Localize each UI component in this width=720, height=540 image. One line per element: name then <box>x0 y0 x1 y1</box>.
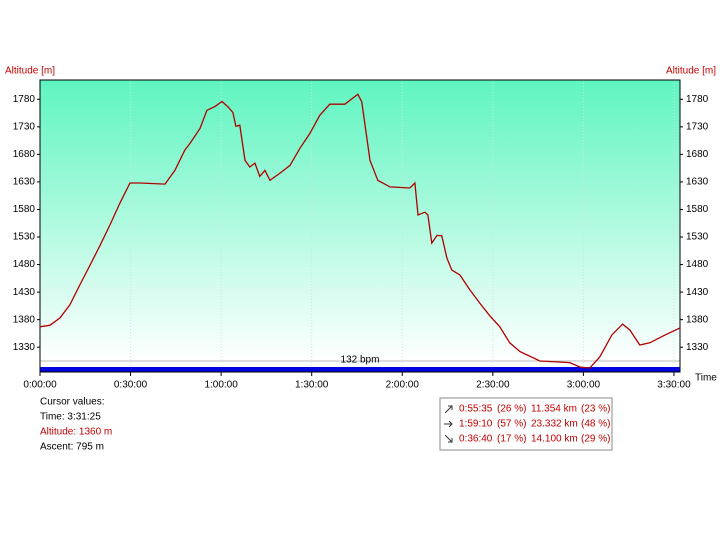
cursor-ascent: Ascent: 795 m <box>40 442 104 453</box>
plot-frame <box>39 79 681 373</box>
stats-cell: 14.100 km <box>531 434 578 445</box>
y-tick-label: 1580 <box>13 204 36 215</box>
y2-tick-label: 1330 <box>686 342 709 353</box>
altitude-line <box>39 93 681 369</box>
y2-tick-label: 1780 <box>686 94 709 105</box>
hr-label: 132 bpm <box>341 355 380 366</box>
stats-cell: (57 %) <box>497 419 526 430</box>
x-tick-label: 2:00:00 <box>386 380 420 391</box>
y-tick-label: 1480 <box>13 259 36 270</box>
y2-tick-label: 1630 <box>686 177 709 188</box>
x-tick-label: 2:30:00 <box>476 380 510 391</box>
y-tick-label: 1380 <box>13 314 36 325</box>
y2-tick-label: 1580 <box>686 204 709 215</box>
y2-tick-label: 1680 <box>686 149 709 160</box>
x-tick-label: 1:30:00 <box>295 380 329 391</box>
stats-cell: 11.354 km <box>531 404 577 415</box>
cursor-title: Cursor values: <box>40 397 104 408</box>
x-tick-label: 0:30:00 <box>114 380 148 391</box>
stats-cell: 0:55:35 <box>459 404 493 415</box>
cursor-time: Time: 3:31:25 <box>40 412 101 423</box>
stats-box <box>439 397 613 451</box>
y2-tick-label: 1730 <box>686 121 709 132</box>
stats-cell: (26 %) <box>497 404 526 415</box>
x-tick-label: 3:00:00 <box>567 380 601 391</box>
y-axis-title: Altitude [m] <box>5 66 55 77</box>
x-tick-label: 3:30:00 <box>657 380 691 391</box>
x-axis-title: Time <box>695 373 717 384</box>
hr-bar <box>40 367 680 372</box>
x-tick-label: 1:00:00 <box>204 380 238 391</box>
y-tick-label: 1630 <box>13 177 36 188</box>
y2-tick-label: 1380 <box>686 314 709 325</box>
stats-icons <box>444 405 453 443</box>
y2-tick-label: 1530 <box>686 232 709 243</box>
stats-cell: (17 %) <box>497 434 526 445</box>
y-tick-label: 1430 <box>13 287 36 298</box>
x-tick-label: 0:00:00 <box>23 380 57 391</box>
y2-axis-title: Altitude [m] <box>666 66 716 77</box>
y-tick-label: 1530 <box>13 232 36 243</box>
stats-cell: 23.332 km <box>531 419 578 430</box>
stats-cell: 0:36:40 <box>459 434 493 445</box>
y-tick-label: 1730 <box>13 121 36 132</box>
cursor-altitude: Altitude: 1360 m <box>40 427 112 438</box>
y2-tick-label: 1430 <box>686 287 709 298</box>
stats-cell: (48 %) <box>581 419 610 430</box>
y-tick-label: 1680 <box>13 149 36 160</box>
y2-tick-label: 1480 <box>686 259 709 270</box>
plot-background <box>40 80 680 362</box>
stats-cell: (23 %) <box>581 404 610 415</box>
y-tick-label: 1330 <box>13 342 36 353</box>
stats-cell: 1:59:10 <box>459 419 493 430</box>
stats-cell: (29 %) <box>581 434 610 445</box>
y-tick-label: 1780 <box>13 94 36 105</box>
